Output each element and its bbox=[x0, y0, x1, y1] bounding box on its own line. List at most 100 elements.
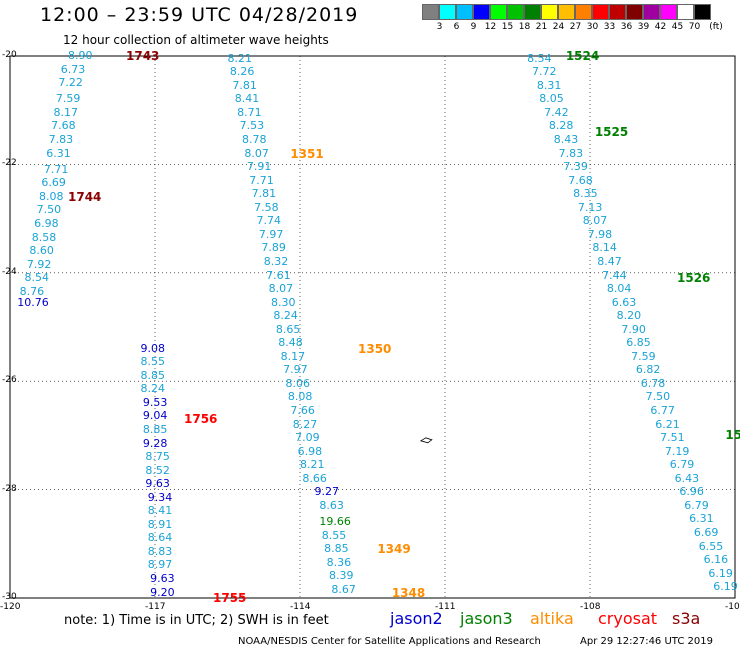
scale-label: 9 bbox=[470, 22, 477, 32]
scale-label: 27 bbox=[569, 22, 582, 32]
wave-height-value: 8.32 bbox=[263, 254, 289, 268]
wave-height-value: 8.43 bbox=[553, 133, 579, 146]
wave-height-value: 7.89 bbox=[261, 241, 286, 255]
wave-height-value: 7.66 bbox=[290, 404, 315, 417]
wave-height-value: 7.83 bbox=[558, 146, 584, 160]
wave-height-value: 8.20 bbox=[616, 309, 642, 323]
wave-height-value: 7.42 bbox=[544, 105, 569, 119]
scale-label: 42 bbox=[654, 22, 667, 32]
wave-height-value: 8.31 bbox=[536, 78, 562, 92]
wave-height-value: 9.63 bbox=[145, 477, 170, 491]
wave-height-value: 7.68 bbox=[568, 173, 593, 187]
wave-height-value: 7.58 bbox=[254, 200, 279, 214]
scale-swatch bbox=[439, 4, 456, 20]
wave-height-value: 8.67 bbox=[331, 582, 356, 596]
wave-height-value: 7.72 bbox=[532, 65, 557, 79]
scale-swatch bbox=[456, 4, 473, 20]
wave-height-value: 9.53 bbox=[142, 395, 168, 409]
wave-height-value: 6.31 bbox=[46, 146, 71, 160]
wave-height-value: 9.63 bbox=[150, 572, 175, 586]
scale-label: 6 bbox=[453, 22, 460, 32]
wave-height-value: 7.39 bbox=[563, 160, 588, 174]
wave-height-value: 6.78 bbox=[640, 376, 666, 390]
wave-height-value: 8.54 bbox=[24, 271, 50, 285]
pass-number: 1351 bbox=[290, 146, 324, 161]
wave-height-value: 8.78 bbox=[242, 133, 267, 146]
scale-label: 30 bbox=[586, 22, 599, 32]
wave-height-value: 6.19 bbox=[713, 580, 738, 594]
wave-height-value: 10.76 bbox=[17, 295, 49, 309]
pass-number: 1350 bbox=[358, 341, 392, 356]
wave-height-value: 8.04 bbox=[606, 282, 632, 296]
wave-height-value: 8.26 bbox=[229, 65, 255, 79]
pass-number: 152 bbox=[725, 428, 740, 443]
lat-tick-label: -24 bbox=[2, 266, 17, 277]
scale-label: 18 bbox=[518, 22, 531, 32]
wave-height-value: 8.27 bbox=[292, 417, 318, 431]
wave-height-value: 8.07 bbox=[582, 214, 608, 228]
wave-height-value: 6.16 bbox=[703, 553, 729, 567]
pass-number: 1524 bbox=[565, 49, 600, 63]
scale-swatch bbox=[694, 4, 711, 20]
wave-height-value: 9.34 bbox=[147, 490, 173, 504]
wave-height-value: 6.98 bbox=[34, 217, 59, 231]
wave-height-value: 8.52 bbox=[145, 463, 170, 477]
wave-height-value: 7.13 bbox=[577, 200, 603, 214]
wave-height-value: 8.60 bbox=[29, 244, 54, 258]
wave-height-value: 8.85 bbox=[140, 368, 166, 382]
legend-jason3: jason3 bbox=[460, 609, 513, 628]
lat-tick-label: -22 bbox=[2, 158, 17, 169]
wave-height-value: 8.76 bbox=[19, 284, 45, 298]
wave-height-value: 6.19 bbox=[708, 566, 733, 580]
wave-height-value: 7.90 bbox=[621, 322, 646, 336]
scale-label: 15 bbox=[501, 22, 514, 32]
scale-swatch bbox=[592, 4, 609, 20]
wave-height-value: 8.24 bbox=[140, 382, 166, 396]
scale-label: 24 bbox=[552, 22, 565, 32]
pass-number: 1756 bbox=[184, 412, 218, 427]
wave-height-value: 8.55 bbox=[321, 528, 347, 542]
wave-height-value: 9.04 bbox=[142, 409, 168, 423]
scale-swatch bbox=[490, 4, 507, 20]
wave-height-value: 8.66 bbox=[302, 471, 327, 485]
wave-height-value: 6.82 bbox=[635, 363, 661, 377]
credit-line: NOAA/NESDIS Center for Satellite Applica… bbox=[238, 636, 541, 647]
map-subtitle: 12 hour collection of altimeter wave hei… bbox=[63, 33, 329, 47]
wave-height-value: 8.05 bbox=[539, 92, 564, 106]
wave-height-value: 8.07 bbox=[268, 282, 294, 296]
wave-height-value: 8.63 bbox=[319, 498, 344, 512]
wave-height-value: 8.35 bbox=[573, 187, 598, 201]
lon-tick-label: -117 bbox=[145, 602, 166, 612]
wave-height-value: 6.79 bbox=[669, 458, 695, 472]
wave-height-value: 7.51 bbox=[660, 431, 685, 445]
wave-height-value: 9.08 bbox=[140, 341, 166, 355]
generated-timestamp: Apr 29 12:27:46 UTC 2019 bbox=[580, 636, 713, 647]
wave-height-value: 8.41 bbox=[234, 92, 260, 106]
wave-height-value: 7.81 bbox=[232, 78, 257, 92]
wave-height-value: 7.81 bbox=[251, 187, 277, 201]
wave-height-value: 6.79 bbox=[684, 498, 709, 512]
scale-label: 39 bbox=[637, 22, 650, 32]
wave-height-value: 7.09 bbox=[295, 431, 320, 445]
wave-height-value: 8.08 bbox=[287, 390, 313, 404]
scale-swatch bbox=[677, 4, 694, 20]
wave-height-value: 8.39 bbox=[329, 569, 354, 583]
scale-swatch bbox=[473, 4, 490, 20]
wave-height-value: 7.59 bbox=[55, 92, 81, 106]
lon-tick-label: -111 bbox=[435, 602, 456, 612]
wave-height-value: 6.73 bbox=[60, 62, 86, 76]
wave-height-value: 8.28 bbox=[548, 119, 574, 133]
wave-height-value: 19.66 bbox=[319, 515, 351, 529]
map-title: 12:00 – 23:59 UTC 04/28/2019 bbox=[40, 4, 359, 26]
wave-height-value: 7.50 bbox=[36, 203, 62, 217]
scale-swatch bbox=[524, 4, 541, 20]
wave-height-value: 6.43 bbox=[674, 471, 700, 485]
wave-height-value: 6.77 bbox=[650, 404, 675, 417]
wave-height-value: 8.36 bbox=[326, 555, 352, 569]
wave-height-value: 7.74 bbox=[256, 214, 282, 228]
wave-height-value: 8.48 bbox=[278, 336, 303, 350]
pass-number: 1348 bbox=[391, 585, 426, 600]
legend-s3a: s3a bbox=[672, 609, 701, 628]
wave-height-value: 8.75 bbox=[145, 450, 170, 464]
